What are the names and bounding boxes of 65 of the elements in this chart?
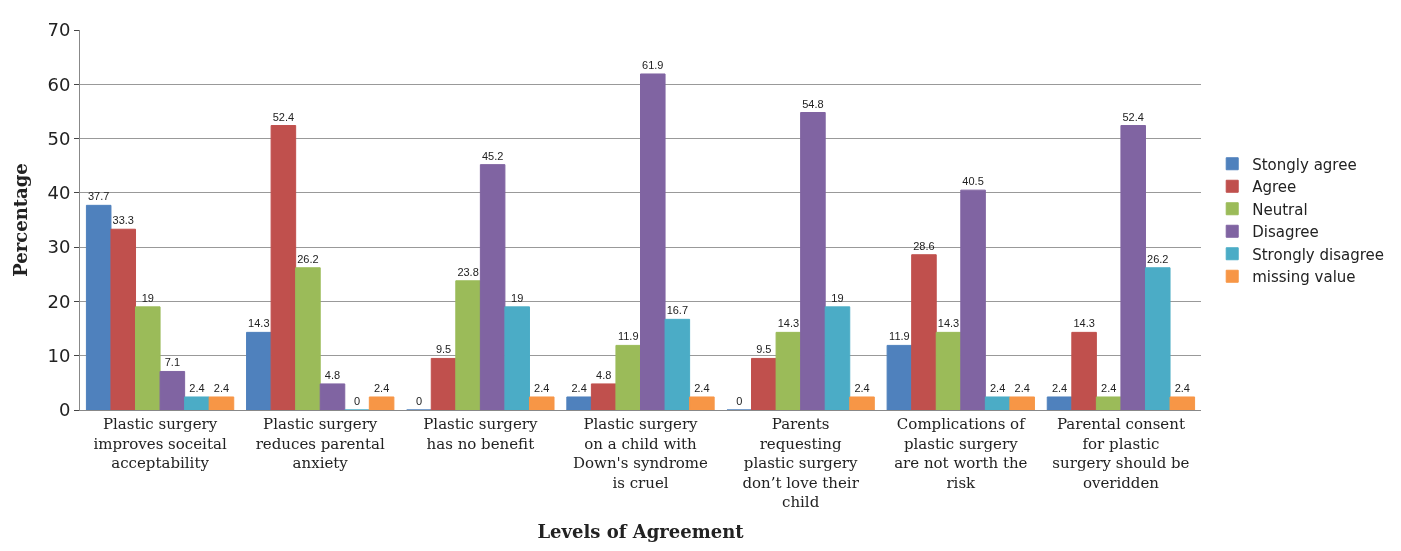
data-label: 2.4 bbox=[534, 381, 550, 394]
legend-label: Disagree bbox=[1252, 223, 1319, 242]
data-label: 26.2 bbox=[1147, 252, 1169, 265]
data-label: 26.2 bbox=[297, 252, 319, 265]
data-label: 2.4 bbox=[854, 381, 870, 394]
x-tick-label: Complications of plastic surgery are not worth the risk bbox=[894, 415, 1028, 492]
data-label: 19 bbox=[511, 291, 524, 304]
legend-label: missing value bbox=[1252, 268, 1356, 287]
y-tick-label: 20 bbox=[47, 290, 71, 312]
data-label: 54.8 bbox=[802, 97, 824, 110]
y-tick-label: 40 bbox=[47, 182, 71, 204]
data-label: 19 bbox=[831, 291, 844, 304]
data-label: 2.4 bbox=[989, 381, 1006, 394]
data-label: 9.5 bbox=[756, 343, 772, 356]
data-label: 2.4 bbox=[1051, 381, 1068, 394]
data-label: 28.6 bbox=[913, 239, 935, 252]
data-label: 2.4 bbox=[571, 381, 587, 394]
legend-label: Agree bbox=[1252, 178, 1297, 197]
legend-label: Strongly disagree bbox=[1252, 245, 1384, 264]
data-label: 2.4 bbox=[373, 381, 390, 394]
data-label: 0 bbox=[736, 395, 743, 407]
data-label: 4.8 bbox=[324, 368, 341, 381]
x-tick-label: Plastic surgery has no benefit bbox=[423, 415, 538, 453]
data-label: 37.7 bbox=[87, 190, 110, 203]
data-label: 2.4 bbox=[694, 381, 710, 394]
y-tick-label: 60 bbox=[47, 73, 71, 95]
data-label: 14.3 bbox=[1073, 317, 1095, 330]
data-label: 7.1 bbox=[164, 356, 180, 369]
data-label: 11.9 bbox=[617, 330, 639, 343]
y-axis-title: Percentage bbox=[9, 163, 31, 277]
data-label: 14.3 bbox=[248, 317, 270, 330]
data-label: 16.7 bbox=[666, 304, 689, 317]
data-label: 2.4 bbox=[1014, 381, 1030, 394]
data-label: 2.4 bbox=[1174, 381, 1190, 394]
data-label: 9.5 bbox=[435, 343, 452, 356]
y-tick-label: 50 bbox=[47, 127, 71, 149]
data-label: 52.4 bbox=[1122, 110, 1144, 123]
x-tick-label: Parental consent for plastic surgery should be overidden bbox=[1052, 415, 1190, 492]
data-label: 61.9 bbox=[642, 58, 664, 71]
y-tick-label: 30 bbox=[47, 236, 71, 258]
y-tick-label: 10 bbox=[47, 345, 71, 367]
x-tick-label: Plastic surgery on a child with Down's syndrome is cruel bbox=[573, 415, 709, 492]
data-label: 2.4 bbox=[189, 381, 205, 394]
y-tick-label: 70 bbox=[47, 19, 71, 41]
data-label: 2.4 bbox=[1101, 381, 1117, 394]
x-tick-label: Plastic surgery improves soceital acceptability bbox=[93, 415, 227, 472]
data-label: 40.5 bbox=[962, 175, 984, 188]
data-label: 0 bbox=[415, 395, 423, 407]
data-label: 0 bbox=[353, 395, 361, 407]
y-tick-label: 0 bbox=[58, 399, 71, 421]
data-label: 2.4 bbox=[213, 381, 230, 394]
x-tick-label: Plastic surgery reduces parental anxiety bbox=[255, 415, 385, 472]
data-label: 45.2 bbox=[481, 149, 504, 162]
data-label: 33.3 bbox=[112, 214, 134, 227]
legend-label: Neutral bbox=[1252, 200, 1308, 219]
x-tick-label: Parents requesting plastic surgery don’t love their child bbox=[742, 415, 860, 511]
data-label: 23.8 bbox=[457, 265, 479, 278]
data-label: 19 bbox=[141, 291, 154, 304]
data-label: 14.3 bbox=[777, 317, 800, 330]
x-axis-title: Levels of Agreement bbox=[537, 521, 745, 543]
data-label: 52.4 bbox=[272, 110, 295, 123]
data-label: 14.3 bbox=[937, 317, 960, 330]
legend-label: Stongly agree bbox=[1252, 155, 1357, 174]
data-label: 11.9 bbox=[889, 330, 910, 343]
data-label: 4.8 bbox=[596, 368, 612, 381]
